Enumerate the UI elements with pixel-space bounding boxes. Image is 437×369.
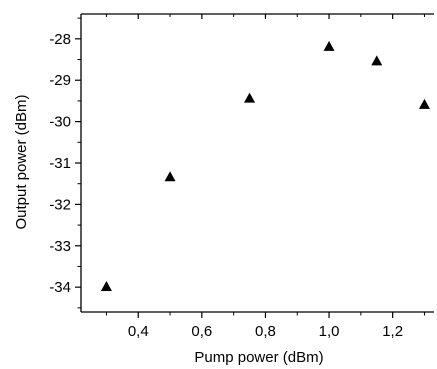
y-tick-label: -34 xyxy=(49,279,71,296)
x-axis-title: Pump power (dBm) xyxy=(194,349,323,366)
data-point-triangle xyxy=(371,55,383,66)
axes xyxy=(80,13,434,313)
y-tick-label: -32 xyxy=(49,196,71,213)
y-tick-label: -33 xyxy=(49,238,71,255)
y-axis-title: Output power (dBm) xyxy=(13,94,30,229)
data-point-triangle xyxy=(100,280,112,291)
y-tick-label: -31 xyxy=(49,155,71,172)
y-tick-label: -30 xyxy=(49,114,71,131)
y-tick-label: -29 xyxy=(49,72,71,89)
x-tick-label: 1,0 xyxy=(319,323,340,340)
data-point-triangle xyxy=(323,40,335,51)
ticks: 0,4 0,6 0,8 1,0 1,2 -28 -29 -30 -31 -32 -33 -34 xyxy=(49,14,425,340)
data-point-triangle xyxy=(164,171,176,182)
x-tick-label: 0,8 xyxy=(255,323,276,340)
y-tick-label: -28 xyxy=(49,31,71,48)
x-tick-label: 0,6 xyxy=(191,323,212,340)
x-tick-label: 0,4 xyxy=(128,323,149,340)
data-point-triangle xyxy=(244,92,256,103)
data-point-triangle xyxy=(418,98,430,109)
data-points xyxy=(100,40,430,291)
x-tick-label: 1,2 xyxy=(382,323,403,340)
